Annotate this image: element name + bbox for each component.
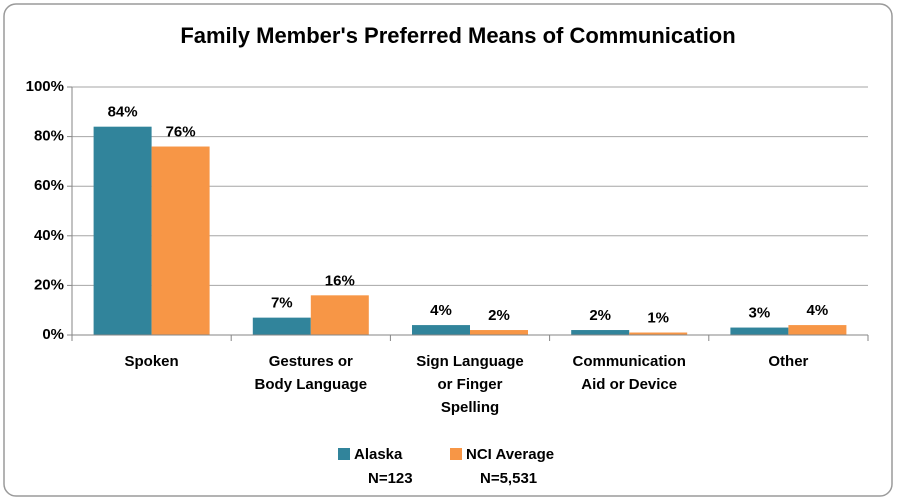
bar xyxy=(629,332,688,335)
x-tick-label: Aid or Device xyxy=(581,376,677,393)
x-tick-label: or Finger xyxy=(437,376,502,393)
bar xyxy=(571,330,630,335)
legend-swatch xyxy=(450,448,462,460)
x-tick-label: Spoken xyxy=(125,353,179,370)
data-label: 84% xyxy=(108,104,138,121)
bar xyxy=(412,325,470,335)
data-label: 3% xyxy=(749,305,771,322)
bar xyxy=(470,330,528,335)
legend-note: N=5,531 xyxy=(480,470,537,487)
y-tick-label: 80% xyxy=(34,128,64,145)
legend-label: NCI Average xyxy=(466,446,554,463)
data-label: 1% xyxy=(647,309,669,326)
data-label: 4% xyxy=(430,302,452,319)
chart-frame xyxy=(3,3,893,497)
data-label: 16% xyxy=(325,272,355,289)
data-label: 4% xyxy=(807,302,829,319)
legend-note: N=123 xyxy=(368,470,413,487)
bar xyxy=(730,327,789,335)
chart-title: Family Member's Preferred Means of Commu… xyxy=(180,23,735,48)
x-tick-label: Other xyxy=(768,353,808,370)
y-tick-label: 0% xyxy=(42,326,64,343)
y-tick-label: 40% xyxy=(34,227,64,244)
legend-swatch xyxy=(338,448,350,460)
bar xyxy=(310,295,369,335)
x-tick-label: Body Language xyxy=(255,376,368,393)
data-label: 2% xyxy=(488,307,510,324)
data-label: 7% xyxy=(271,295,293,312)
data-label: 76% xyxy=(166,123,196,140)
bar xyxy=(252,317,311,335)
x-tick-label: Sign Language xyxy=(416,353,524,370)
y-tick-label: 20% xyxy=(34,276,64,293)
bar xyxy=(151,146,210,335)
data-label: 2% xyxy=(589,307,611,324)
legend-label: Alaska xyxy=(354,446,403,463)
y-tick-label: 60% xyxy=(34,177,64,194)
bar xyxy=(93,126,152,336)
x-tick-label: Gestures or xyxy=(269,353,353,370)
x-tick-label: Spelling xyxy=(441,399,499,416)
bar xyxy=(788,325,847,335)
y-tick-label: 100% xyxy=(26,78,64,95)
x-tick-label: Communication xyxy=(573,353,686,370)
